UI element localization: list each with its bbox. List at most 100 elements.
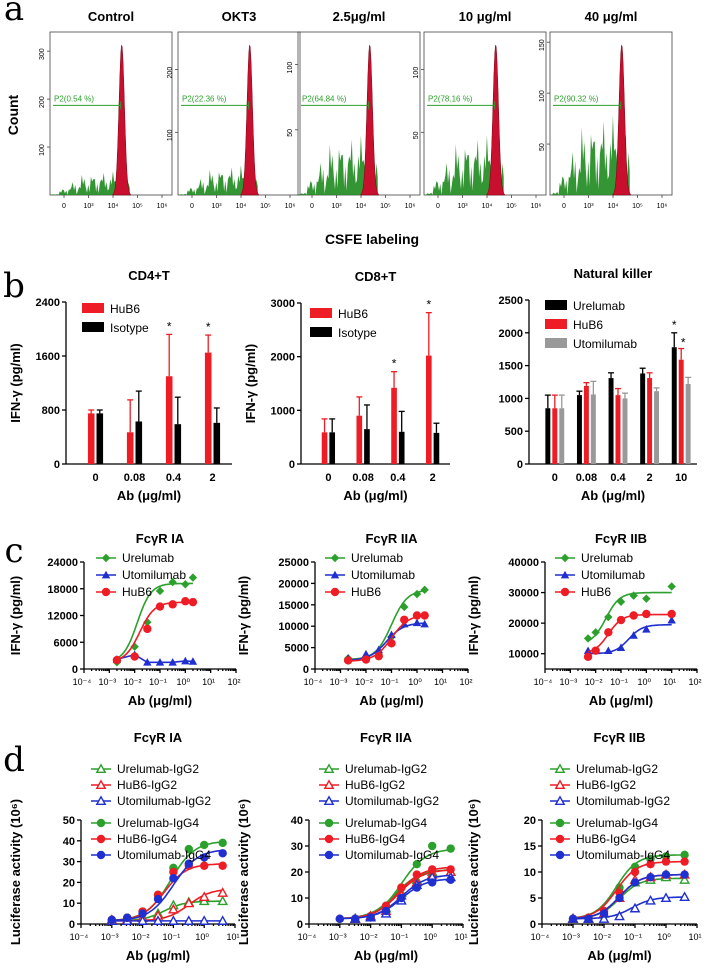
c3-point-HuB6-6	[667, 609, 676, 619]
c1-yticklabel: 0	[72, 664, 78, 676]
b1-bar-Isotype-0.4	[174, 424, 182, 464]
d2-point-HuB6-IgG4-7	[446, 865, 455, 874]
b3-bar-Utomilumab-0.4	[622, 398, 628, 464]
a-title-2: 2.5μg/ml	[333, 9, 386, 24]
c2-point-Utomilumab-6	[420, 619, 429, 628]
panel-label-b: b	[3, 266, 25, 306]
d1-xlabel: Ab (μg/ml)	[126, 948, 190, 963]
d2-xlabel: Ab (μg/ml)	[354, 948, 418, 963]
b3-legend-swatch-Utomilumab	[545, 338, 567, 348]
a-red-peak-0	[112, 44, 132, 196]
c2-xticklabel: 10⁰	[408, 677, 422, 687]
d1-point-Utomilumab-IgG4-6	[200, 853, 209, 862]
c2-series-HuB6	[343, 611, 429, 665]
c2-legend-marker-Utomilumab	[330, 570, 340, 579]
b2-category-label: 0.4	[390, 472, 406, 484]
c1-series-Utomilumab	[112, 650, 198, 666]
b2-category-label: 2	[430, 472, 436, 484]
b3-bar-HuB6-0.08	[583, 385, 589, 464]
d1-yticklabel: 10	[63, 898, 75, 910]
a-xticklabel-1: 0	[190, 203, 194, 210]
d2-point-Utomilumab-IgG4-4	[397, 893, 406, 903]
b1-yticklabel: 2400	[36, 297, 60, 309]
d3-ylabel: Luciferase activity (10⁶)	[466, 799, 481, 945]
d3-legend-label-Utomilumab-IgG4: Utomilumab-IgG4	[576, 848, 670, 862]
c3-point-Urelumab-5	[642, 594, 651, 603]
d3-point-HuB6-IgG4-5	[646, 860, 655, 869]
b3-legend-label-Utomilumab: Utomilumab	[573, 337, 637, 351]
d3-legend-marker-Utomilumab-IgG2	[554, 795, 566, 806]
c2-point-Urelumab-5	[412, 589, 422, 599]
d1-point-HuB6-IgG2-5	[183, 897, 195, 908]
a-xticklabel-1: 10⁴	[236, 203, 247, 210]
c2-yticklabel: 0	[303, 664, 309, 676]
b3-bar-Urelumab-2	[640, 373, 646, 464]
d1-point-Utomilumab-IgG2-3	[152, 915, 164, 925]
d2-point-Utomilumab-IgG4-2	[366, 913, 375, 922]
c3-curve-Utomilumab	[588, 623, 672, 655]
b3-star: *	[672, 318, 677, 332]
d3-point-Utomilumab-IgG4-3	[615, 893, 624, 903]
c1-legend-label-Utomilumab: Utomilumab	[122, 568, 186, 582]
d3-point-Utomilumab-IgG4-2	[599, 909, 609, 918]
d2-legend-marker-Utomilumab-IgG4	[324, 850, 334, 860]
d2-xticklabel: 10⁻³	[329, 932, 347, 942]
d1-legend-marker-Urelumab-IgG4	[96, 818, 106, 828]
b2-bar-HuB6-0.08	[356, 415, 363, 464]
d1-point-Utomilumab-IgG2-6	[198, 915, 210, 925]
c3-curve-HuB6	[587, 613, 672, 653]
c2-yticklabel: 10000	[278, 621, 309, 633]
c1-point-HuB6-0	[112, 655, 122, 665]
b2-ylabel: IFN-γ (pg/ml)	[243, 344, 258, 423]
c3-ylabel: IFN-γ (pg/ml)	[466, 576, 481, 655]
b1-yticklabel: 800	[42, 405, 60, 417]
a-xticklabel-1: 10⁶	[285, 203, 296, 210]
a-xticklabel-3: 10³	[457, 203, 468, 210]
c3-xticklabel: 10¹	[663, 677, 676, 687]
d3-series-Utomilumab-IgG4	[568, 870, 689, 923]
c2-xticklabel: 10⁻³	[330, 677, 348, 687]
c1-point-Utomilumab-6	[188, 657, 198, 665]
d3-title: FcγR IIB	[593, 730, 645, 745]
c3-point-Urelumab-6	[667, 582, 676, 591]
c3-point-Utomilumab-2	[604, 646, 613, 655]
c3-legend-marker-Urelumab	[560, 553, 570, 563]
a-xticklabel-2: 10⁴	[356, 203, 367, 210]
d3-point-Utomilumab-IgG2-5	[645, 894, 656, 905]
b3-xlabel: Ab (μg/ml)	[581, 488, 645, 503]
d3-legend-label-Urelumab-IgG2: Urelumab-IgG2	[576, 762, 658, 776]
b2-bar-HuB6-2	[425, 355, 432, 464]
b1-category-label: 0	[92, 472, 98, 484]
c3-point-HuB6-1	[591, 646, 600, 655]
c1-point-Utomilumab-4	[168, 658, 177, 666]
c3-point-Utomilumab-3	[616, 643, 626, 651]
b3-bar-Utomilumab-2	[654, 391, 660, 464]
b1-xlabel: Ab (μg/ml)	[117, 488, 181, 503]
c3-series-Utomilumab	[583, 615, 676, 655]
a-yticklabel-0: 100	[39, 144, 46, 156]
d1-xticklabel: 10⁻³	[101, 932, 119, 942]
a-xticklabel-1: 10³	[211, 203, 222, 210]
b2-yticklabel: 3000	[271, 298, 295, 310]
b1-star: *	[206, 320, 211, 334]
c3-xticklabel: 10⁻¹	[610, 677, 628, 687]
c3-xticklabel: 10²	[688, 677, 701, 687]
c3-title: FcγR IIB	[595, 531, 647, 546]
c1-yticklabel: 24000	[47, 557, 78, 569]
c3-point-Urelumab-2	[604, 612, 613, 622]
d2-xticklabel: 10⁻¹	[391, 932, 409, 942]
c2-point-HuB6-1	[361, 655, 371, 664]
d3-xticklabel: 10⁻²	[593, 932, 611, 942]
b1-category-label: 0.4	[166, 472, 182, 484]
d2-legend-marker-HuB6-IgG4	[324, 834, 334, 844]
b2-yticklabel: 1000	[271, 405, 295, 417]
d1-point-HuB6-IgG2-6	[198, 891, 210, 902]
a-red-peak-3	[486, 44, 506, 196]
d3-point-Utomilumab-IgG4-0	[568, 914, 578, 923]
d1-point-HuB6-IgG4-6	[200, 861, 209, 870]
d3-legend-marker-Urelumab-IgG2	[554, 763, 566, 774]
b3-yticklabel: 1000	[499, 393, 523, 405]
d3-xticklabel: 10¹	[688, 932, 701, 942]
d2-point-Urelumab-IgG4-5	[412, 860, 421, 869]
c1-yticklabel: 6000	[54, 637, 78, 649]
